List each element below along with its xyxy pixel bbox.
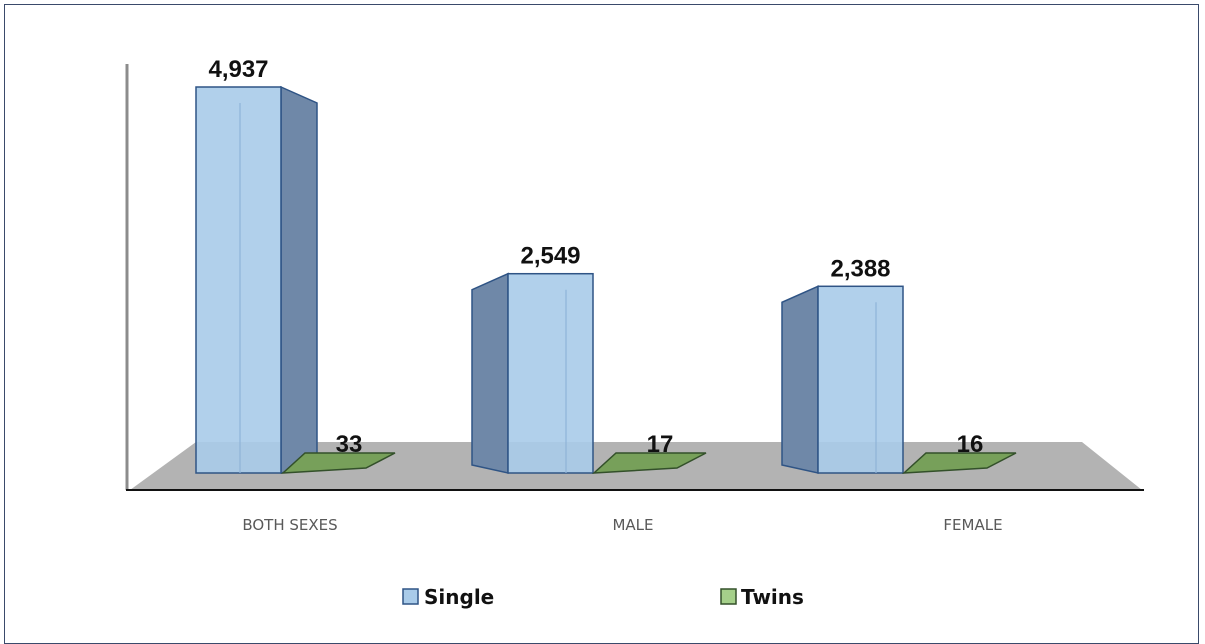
bar-twins xyxy=(280,452,396,474)
bar-single-side xyxy=(781,285,819,474)
legend-swatch-single xyxy=(402,588,419,605)
legend-label-single: Single xyxy=(424,585,494,609)
data-label-single: 2,549 xyxy=(520,243,580,270)
bar-single xyxy=(507,272,594,474)
data-label-twins: 17 xyxy=(647,431,674,458)
data-label-twins: 16 xyxy=(957,431,984,458)
bar-single-side xyxy=(471,272,509,474)
data-label-single: 2,388 xyxy=(830,255,890,282)
legend-swatch-twins xyxy=(720,588,737,605)
data-label-twins: 33 xyxy=(336,431,363,458)
bar-chart: 4,937 33 2,549 17 2,388 16 BOTH SEXES MALE FE… xyxy=(125,56,1144,609)
bar-twins xyxy=(591,452,707,474)
category-label: FEMALE xyxy=(943,516,1002,534)
legend-label-twins: Twins xyxy=(741,585,804,609)
data-label-single: 4,937 xyxy=(208,56,268,83)
bar-single-side xyxy=(280,85,318,474)
bar-twins xyxy=(901,452,1017,474)
category-label: MALE xyxy=(612,516,653,534)
bar-single xyxy=(195,86,282,474)
bar-single xyxy=(817,285,904,474)
category-label: BOTH SEXES xyxy=(242,516,337,534)
